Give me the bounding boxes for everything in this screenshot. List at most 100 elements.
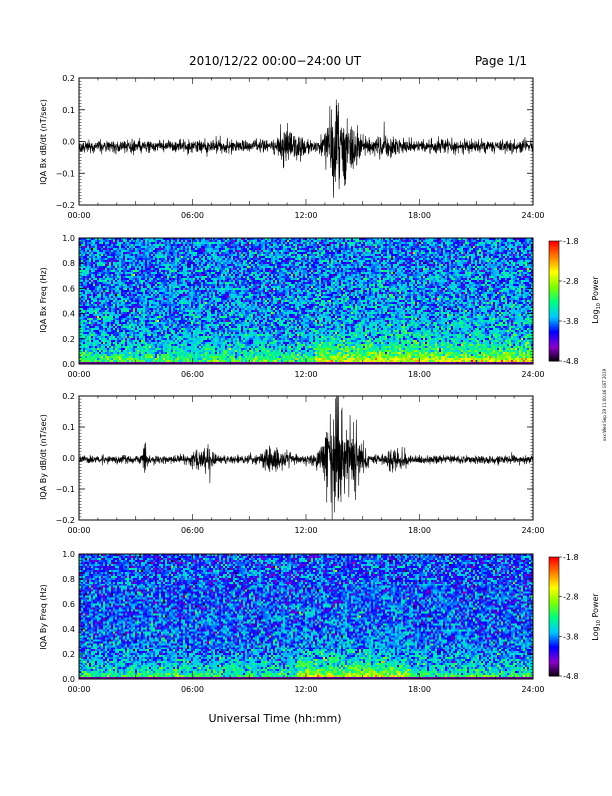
y-tick-label: −0.2	[56, 516, 75, 525]
x-tick-label: 24:00	[521, 370, 544, 379]
colorbar-segment	[549, 273, 559, 276]
colorbar-segment	[549, 596, 559, 600]
colorbar-segment	[549, 267, 559, 270]
colorbar-segment	[549, 636, 559, 639]
y-tick-label: 0.2	[62, 392, 75, 401]
colorbar-segment	[549, 672, 559, 675]
colorbar-segment	[549, 626, 559, 629]
y-tick-label: 0.2	[62, 335, 75, 344]
colorbar-tick-label: -2.8	[563, 593, 579, 602]
colorbar-segment	[549, 313, 559, 316]
colorbar-segment	[549, 576, 559, 580]
panel-bx-spectrogram: IQA Bx Freq (Hz) 1.0 0.8 0.6 0.4 0.2 0.000:00…	[39, 234, 545, 379]
colorbar-segment	[549, 646, 559, 649]
y-tick-label: 0.8	[62, 575, 75, 584]
colorbar-segment	[549, 572, 559, 576]
x-tick-label: 06:00	[181, 526, 204, 535]
colorbar-segment	[549, 243, 559, 246]
colorbar-segment	[549, 355, 559, 358]
colorbar-segment	[549, 656, 559, 659]
x-tick-label: 12:00	[294, 370, 317, 379]
colorbar-segment	[549, 580, 559, 584]
colorbar-segment	[549, 323, 559, 326]
y-axis-label-by-dbdt: IQA By dB/dt (nT/sec)	[39, 414, 48, 500]
y-tick-label: 0.4	[62, 310, 75, 319]
colorbar-segment	[549, 612, 559, 616]
colorbar-segment	[549, 614, 559, 617]
colorbar-segment	[549, 281, 559, 284]
colorbar-segment	[549, 662, 559, 665]
colorbar-segment	[549, 341, 559, 344]
y-tick-label: 1.0	[62, 550, 75, 559]
colorbar-segment	[549, 331, 559, 334]
colorbar-segment	[549, 269, 559, 272]
x-tick-label: 06:00	[181, 370, 204, 379]
x-tick-label: 06:00	[181, 211, 204, 220]
colorbar-segment	[549, 570, 559, 574]
colorbar-segment	[549, 578, 559, 582]
colorbar-segment	[549, 602, 559, 606]
page-number: Page 1/1	[475, 54, 527, 68]
colorbar-segment	[549, 668, 559, 671]
colorbar-segment	[549, 291, 559, 294]
colorbar-frame	[548, 556, 560, 677]
colorbar-tick-label: -1.8	[563, 237, 579, 246]
colorbar-segment	[549, 249, 559, 252]
colorbar-segment	[549, 590, 559, 594]
colorbar-segment	[549, 357, 559, 360]
x-axis-label: Universal Time (hh:mm)	[209, 712, 342, 725]
colorbar-tick-label: -3.8	[563, 632, 579, 641]
colorbar-segment	[549, 628, 559, 631]
colorbar-segment	[549, 251, 559, 254]
colorbar-segment	[549, 253, 559, 256]
colorbar-tick-label: -4.8	[563, 357, 579, 366]
x-tick-label: 12:00	[294, 526, 317, 535]
colorbar-by: Log10 Power -1.8 -2.8 -3.8 -4.8	[548, 553, 602, 681]
colorbar-segment	[549, 333, 559, 336]
colorbar-segment	[549, 335, 559, 338]
colorbar-segment	[549, 337, 559, 340]
panel-by-spectrogram: IQA By Freq (Hz) 1.0 0.8 0.6 0.4 0.2 0.000:00…	[39, 550, 545, 694]
colorbar-segment	[549, 307, 559, 310]
colorbar-segment	[549, 343, 559, 346]
y-tick-label: −0.2	[56, 201, 75, 210]
colorbar-tick-label: -2.8	[563, 277, 579, 286]
y-tick-label: 0.6	[62, 284, 75, 293]
y-tick-label: −0.1	[56, 485, 75, 494]
x-tick-label: 18:00	[408, 685, 431, 694]
colorbar-segment	[549, 632, 559, 635]
colorbar-segment	[549, 650, 559, 653]
colorbar-segment	[549, 600, 559, 604]
x-tick-label: 06:00	[181, 685, 204, 694]
colorbar-segment	[549, 299, 559, 302]
colorbar-segment	[549, 297, 559, 300]
y-tick-label: 0.0	[62, 138, 75, 147]
colorbar-segment	[549, 634, 559, 637]
colorbar-segment	[549, 624, 559, 627]
colorbar-bx: Log10 Power -1.8 -2.8 -3.8 -4.8	[548, 237, 602, 366]
y-tick-label: −0.1	[56, 169, 75, 178]
colorbar-segment	[549, 263, 559, 266]
colorbar-segment	[549, 315, 559, 318]
y-axis-label-bx-freq: IQA Bx Freq (Hz)	[39, 267, 48, 333]
spectrogram-image	[79, 554, 533, 679]
colorbar-segment	[549, 255, 559, 258]
y-tick-label: 1.0	[62, 234, 75, 243]
colorbar-segment	[549, 557, 559, 560]
y-axis-label-by-freq: IQA By Freq (Hz)	[39, 584, 48, 650]
colorbar-segment	[549, 319, 559, 322]
spectrogram-image	[79, 238, 533, 364]
colorbar-segment	[549, 247, 559, 250]
colorbar-segment	[549, 279, 559, 282]
y-tick-label: 0.2	[62, 650, 75, 659]
colorbar-segment	[549, 564, 559, 568]
colorbar-segment	[549, 325, 559, 328]
colorbar-label-by: Log10 Power	[591, 593, 602, 641]
colorbar-label-bx: Log10 Power	[591, 276, 602, 324]
colorbar-segment	[549, 610, 559, 614]
colorbar-segment	[549, 670, 559, 673]
colorbar-segment	[549, 674, 559, 677]
colorbar-segment	[549, 622, 559, 625]
y-tick-label: 0.1	[62, 106, 75, 115]
colorbar-segment	[549, 562, 559, 566]
